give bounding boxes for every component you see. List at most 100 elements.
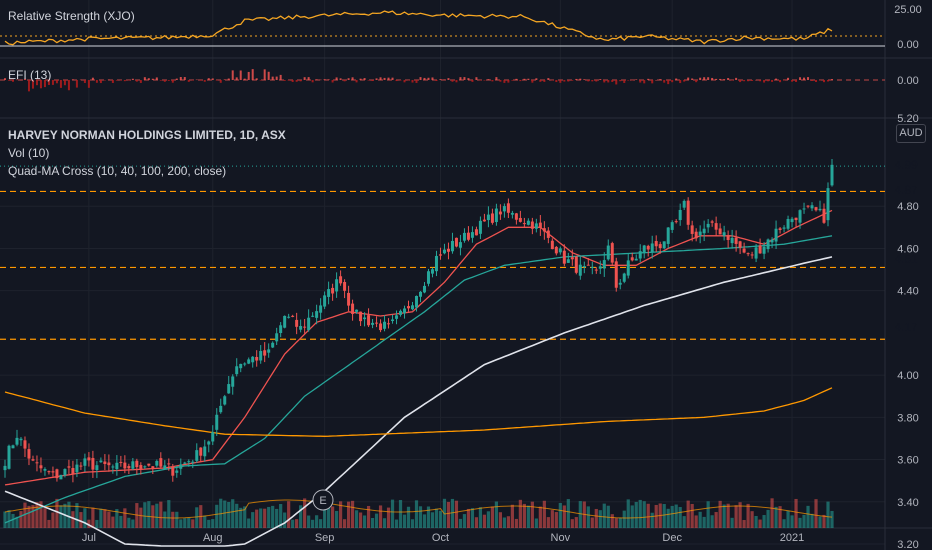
efi-bar	[199, 80, 202, 81]
efi-bar	[335, 77, 338, 80]
volume-bar	[143, 502, 147, 528]
efi-bar	[87, 80, 90, 88]
volume-bar	[674, 504, 678, 528]
efi-bar	[611, 80, 614, 82]
efi-indicator-label[interactable]: EFI (13)	[8, 68, 52, 82]
volume-bar	[486, 511, 491, 528]
volume-bar	[754, 515, 758, 528]
volume-bar	[83, 508, 87, 528]
level-tag-417: 4.17	[894, 320, 918, 334]
efi-bar	[127, 80, 130, 81]
efi-bar	[203, 80, 206, 82]
volume-bar	[303, 498, 307, 528]
efi-bar	[367, 80, 370, 81]
efi-bar	[447, 78, 450, 80]
candle-body	[798, 210, 802, 223]
grid	[0, 0, 885, 545]
candle-body	[367, 315, 371, 326]
volume-bar	[63, 503, 67, 528]
efi-bar	[799, 77, 802, 80]
candle-body	[674, 221, 678, 223]
candle-body	[482, 219, 486, 222]
efi-bar	[115, 80, 118, 81]
efi-bar	[563, 80, 566, 82]
candle-body	[598, 266, 602, 269]
candle-body	[782, 227, 786, 229]
candle-body	[27, 449, 31, 459]
candle-body	[770, 239, 774, 243]
efi-bar	[235, 77, 238, 80]
efi-bar	[583, 79, 586, 80]
volume-bar	[215, 504, 219, 528]
efi-bar	[371, 80, 374, 82]
candle-body	[822, 208, 826, 223]
volume-bar	[147, 501, 151, 528]
candle-body	[434, 255, 438, 272]
efi-bar	[315, 79, 318, 80]
candle-body	[35, 462, 39, 464]
efi-bar	[167, 80, 170, 81]
volume-bar	[702, 516, 706, 528]
candle-body	[602, 260, 606, 269]
efi-bar	[791, 80, 794, 82]
volume-bar	[267, 506, 271, 528]
efi-bar	[739, 80, 742, 83]
candle-body	[470, 232, 474, 238]
efi-bar	[507, 80, 510, 83]
volume-bar	[618, 517, 622, 528]
volume-indicator-label[interactable]: Vol (10)	[8, 146, 50, 160]
candle-body	[746, 253, 750, 255]
volume-bar	[362, 515, 367, 528]
efi-bar	[135, 80, 138, 82]
currency-button[interactable]: AUD	[896, 124, 926, 143]
candle-body	[582, 266, 586, 268]
volume-bar	[810, 513, 814, 528]
volume-bar	[578, 501, 582, 528]
candle-body	[622, 273, 626, 282]
volume-bar	[478, 507, 483, 528]
efi-bar	[635, 79, 638, 80]
symbol-title[interactable]: HARVEY NORMAN HOLDINGS LIMITED, 1D, ASX	[8, 128, 286, 142]
efi-bar	[747, 80, 750, 82]
volume-bar	[155, 503, 159, 528]
efi-bar	[619, 80, 622, 82]
candle-body	[794, 217, 798, 221]
volume-bar	[610, 514, 614, 528]
efi-bar	[631, 80, 634, 81]
candle-body	[87, 457, 91, 461]
volume-bar	[822, 514, 826, 528]
candle-body	[490, 213, 494, 223]
efi-bar	[143, 77, 146, 80]
rs-indicator-label[interactable]: Relative Strength (XJO)	[8, 9, 135, 23]
efi-bar	[299, 80, 302, 82]
candle-body	[67, 466, 71, 468]
efi-bar	[531, 80, 534, 83]
volume-bar	[698, 511, 702, 528]
candle-body	[810, 205, 814, 209]
efi-bar	[451, 80, 454, 82]
price-axis-tick: 4.40	[897, 286, 918, 298]
efi-bar	[779, 80, 782, 83]
volume-bar	[550, 510, 554, 528]
efi-bar	[359, 78, 362, 80]
efi-bar	[311, 80, 314, 83]
volume-bar	[498, 512, 503, 528]
volume-bar	[7, 510, 11, 528]
volume-bar	[283, 512, 287, 528]
volume-bar	[458, 518, 463, 528]
candle-body	[111, 466, 115, 468]
candle-body	[363, 317, 367, 320]
efi-bar	[119, 80, 122, 81]
ma-cross-indicator-label[interactable]: Quad-MA Cross (10, 40, 100, 200, close)	[8, 164, 227, 178]
efi-bar	[183, 77, 186, 80]
efi-bar	[247, 71, 250, 80]
candle-body	[606, 245, 610, 260]
volume-bar	[307, 515, 311, 528]
efi-bar	[95, 80, 98, 83]
earnings-marker[interactable]: E	[312, 489, 334, 511]
volume-bar	[231, 499, 235, 528]
volume-bar	[390, 499, 395, 528]
efi-bar	[27, 80, 30, 92]
candle-body	[19, 438, 23, 441]
